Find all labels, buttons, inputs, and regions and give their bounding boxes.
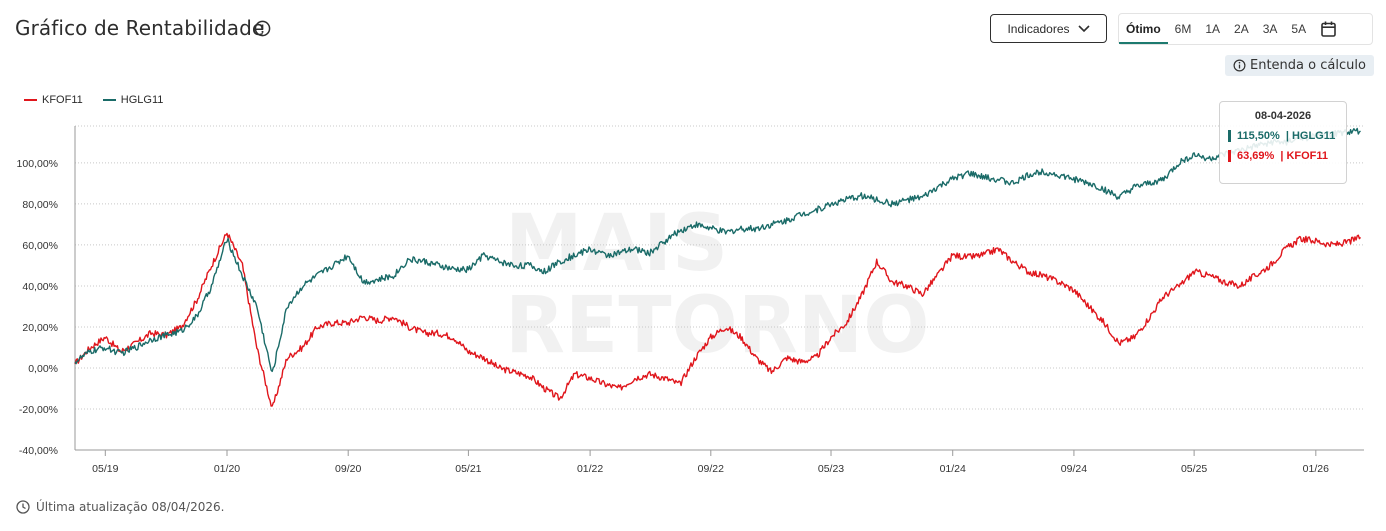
clock-icon: [16, 500, 30, 514]
tab-6m[interactable]: 6M: [1174, 22, 1192, 36]
x-tick-label: 05/23: [818, 463, 844, 475]
x-tick-label: 01/24: [940, 463, 966, 475]
tooltip-row-kfof11: 63,69% | KFOF11: [1228, 150, 1346, 162]
legend-item-kfof11[interactable]: KFOF11: [24, 94, 83, 106]
watermark-text: MAIS: [505, 199, 728, 289]
tooltip-value: 115,50%: [1237, 130, 1280, 142]
chevron-down-icon: [1077, 24, 1090, 32]
tooltip-swatch: [1228, 150, 1231, 162]
x-tick-label: 09/24: [1061, 463, 1087, 475]
x-tick-label: 09/20: [335, 463, 361, 475]
period-selector: Ótimo 6M 1A 2A 3A 5A: [1118, 13, 1373, 45]
watermark-logo: MAIS RETORNO: [505, 199, 930, 371]
y-tick-label: 0,00%: [28, 363, 58, 375]
tab-5a[interactable]: 5A: [1291, 22, 1307, 36]
tab-1a[interactable]: 1A: [1205, 22, 1221, 36]
x-tick-label: 05/21: [455, 463, 481, 475]
x-tick-label: 01/20: [214, 463, 240, 475]
info-icon[interactable]: [254, 20, 271, 37]
x-tick-label: 05/19: [92, 463, 118, 475]
indicators-label: Indicadores: [1007, 21, 1070, 36]
series-line-kfof11[interactable]: [74, 232, 1362, 407]
x-tick-label: 01/26: [1303, 463, 1329, 475]
chart-legend: KFOF11 HGLG11: [24, 94, 163, 106]
legend-swatch: [24, 99, 37, 101]
tab-2a[interactable]: 2A: [1234, 22, 1249, 36]
understand-calculation-link[interactable]: Entenda o cálculo: [1225, 55, 1374, 76]
understand-label: Entenda o cálculo: [1250, 58, 1366, 73]
info-icon: [1233, 59, 1246, 72]
tooltip-swatch: [1228, 130, 1231, 142]
series-line-hglg11[interactable]: [74, 127, 1361, 373]
legend-label: HGLG11: [120, 94, 164, 106]
x-tick-label: 05/25: [1181, 463, 1207, 475]
tab-otimo[interactable]: Ótimo: [1119, 14, 1168, 44]
chart-tooltip: 08-04-2026 115,50% | HGLG11 63,69% | KFO…: [1219, 101, 1347, 184]
tooltip-value: 63,69%: [1237, 150, 1275, 162]
calendar-icon[interactable]: [1319, 20, 1337, 38]
y-tick-label: 100,00%: [17, 158, 58, 170]
tooltip-date: 08-04-2026: [1254, 110, 1312, 122]
indicators-dropdown[interactable]: Indicadores: [990, 14, 1107, 43]
tooltip-series: | HGLG11: [1285, 130, 1336, 142]
y-tick-label: 40,00%: [22, 281, 58, 293]
legend-label: KFOF11: [42, 94, 83, 106]
tooltip-row-hglg11: 115,50% | HGLG11: [1228, 130, 1346, 142]
last-updated: Última atualização 08/04/2026.: [16, 500, 224, 514]
last-updated-text: Última atualização 08/04/2026.: [36, 500, 225, 514]
legend-item-hglg11[interactable]: HGLG11: [102, 94, 164, 106]
page-title: Gráfico de Rentabilidade: [15, 16, 265, 40]
tooltip-series: | KFOF11: [1280, 150, 1329, 162]
legend-swatch: [102, 99, 116, 101]
y-tick-label: -40,00%: [19, 445, 58, 457]
x-tick-label: 01/22: [577, 463, 603, 475]
watermark-text: RETORNO: [505, 281, 930, 371]
y-tick-label: 80,00%: [22, 199, 58, 211]
y-tick-label: 60,00%: [22, 240, 58, 252]
y-tick-label: -20,00%: [19, 404, 58, 416]
tab-3a[interactable]: 3A: [1262, 22, 1278, 36]
x-tick-label: 09/22: [698, 463, 724, 475]
y-tick-label: 20,00%: [22, 322, 58, 334]
